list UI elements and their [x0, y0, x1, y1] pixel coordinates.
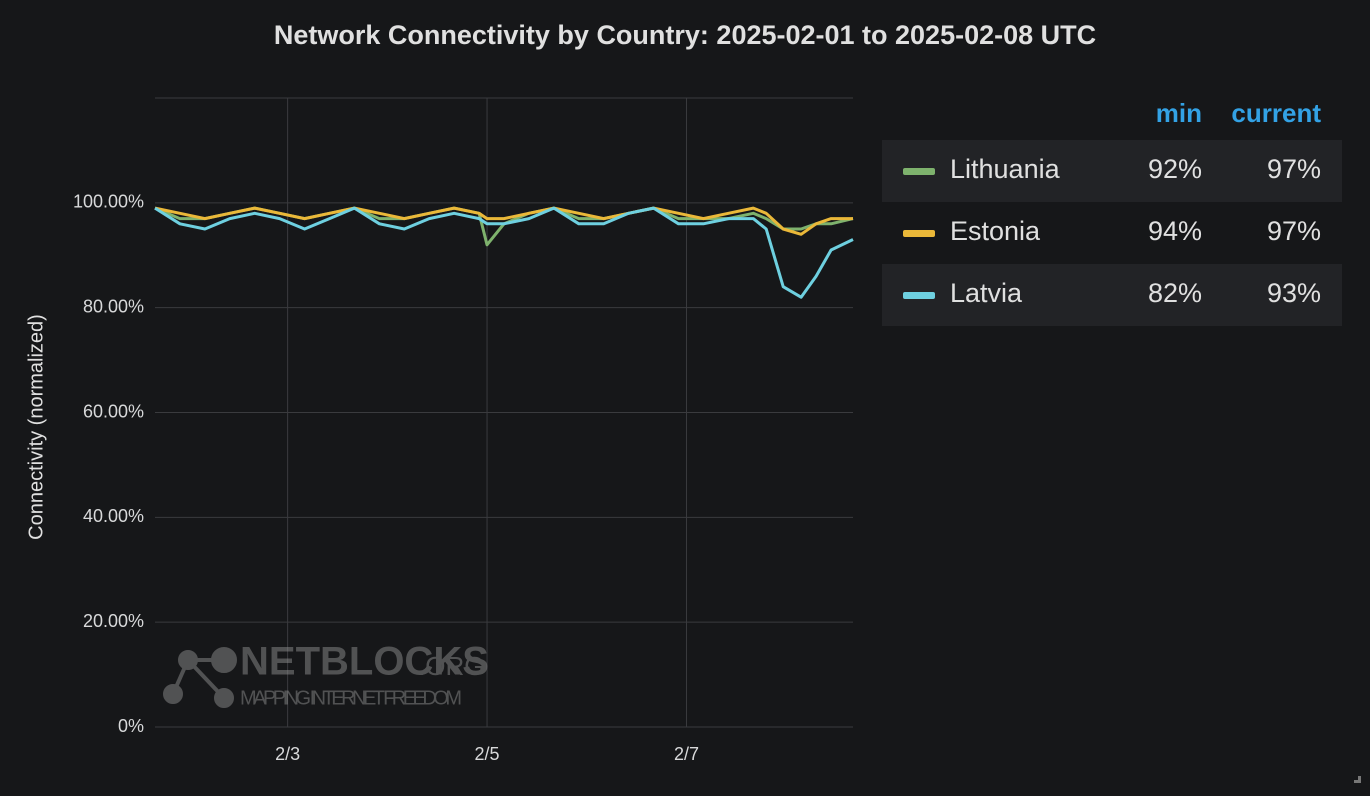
x-tick-label: 2/5	[475, 744, 500, 764]
resize-handle	[1354, 776, 1361, 783]
legend-value: 94%	[1148, 216, 1202, 246]
watermark-brand: NETBLOCKS	[240, 640, 489, 684]
legend-entry: Estonia	[950, 216, 1041, 246]
watermark: NETBLOCKS .ORG MAPPING INTERNET FREEDOM	[163, 640, 489, 709]
legend-value: 97%	[1267, 154, 1321, 184]
legend-swatch	[903, 230, 935, 237]
chart-title: Network Connectivity by Country: 2025-02…	[274, 20, 1096, 50]
y-tick-label: 0%	[118, 716, 144, 736]
y-tick-label: 40.00%	[83, 506, 144, 526]
legend-swatch	[903, 168, 935, 175]
legend-value: 82%	[1148, 278, 1202, 308]
legend-swatch	[903, 292, 935, 299]
y-axis-label: Connectivity (normalized)	[25, 314, 47, 540]
y-tick-label: 100.00%	[73, 192, 144, 212]
legend-value: 93%	[1267, 278, 1321, 308]
watermark-logo	[163, 647, 237, 708]
grid	[155, 97, 853, 728]
x-tick-label: 2/7	[674, 744, 699, 764]
legend-entry: Lithuania	[950, 154, 1061, 184]
y-tick-label: 80.00%	[83, 296, 144, 316]
legend-row-background	[882, 140, 1342, 202]
legend-row-background	[882, 264, 1342, 326]
legend-value: 92%	[1148, 154, 1202, 184]
series-line	[154, 206, 853, 236]
legend-value: 97%	[1267, 216, 1321, 246]
legend-entry: Latvia	[950, 278, 1023, 308]
series-line	[154, 206, 854, 299]
y-tick-label: 20.00%	[83, 611, 144, 631]
watermark-suffix: .ORG	[418, 651, 484, 681]
x-tick-label: 2/3	[275, 744, 300, 764]
y-tick-label: 60.00%	[83, 401, 144, 421]
legend-column-header: current	[1231, 98, 1321, 128]
legend-column-header: min	[1156, 98, 1202, 128]
watermark-tagline: MAPPING INTERNET FREEDOM	[240, 687, 462, 709]
